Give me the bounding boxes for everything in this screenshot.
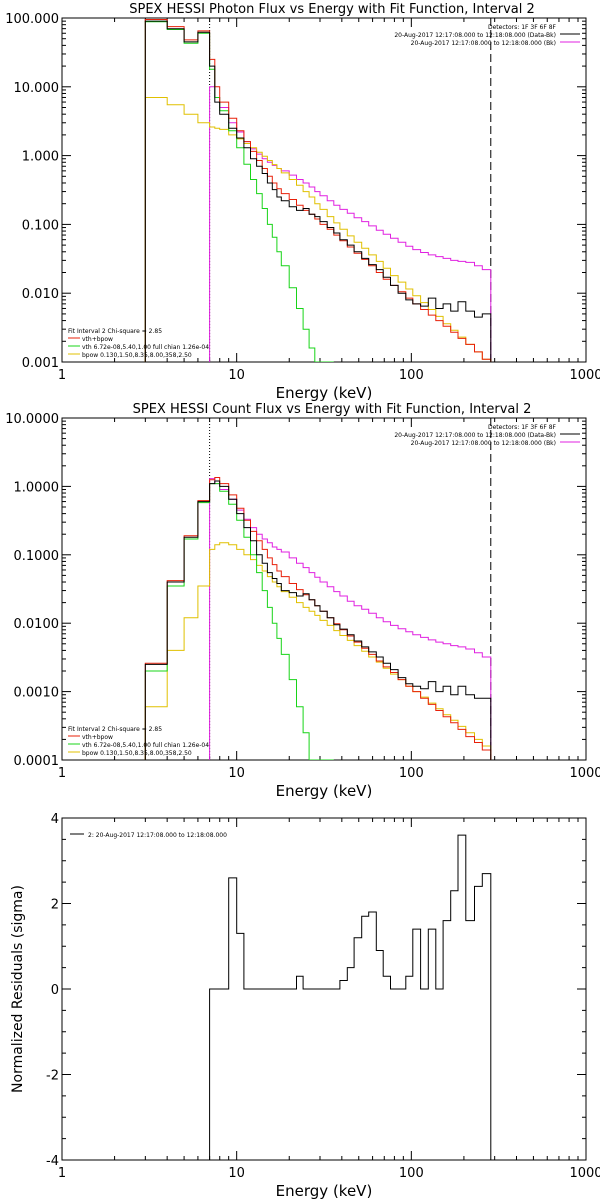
legend-bottom-left-entry: bpow 0.130,1.50,8.35,8.00,358,2.50 — [82, 750, 192, 757]
legend-bottom-left-entry: Fit Interval 2 Chi-square = 2.85 — [68, 726, 162, 733]
y-tick-label: 0.010 — [22, 287, 59, 302]
legend-top-right-entry: 20-Aug-2017 12:17:08.000 to 12:18:08.000… — [411, 440, 556, 447]
y-tick-label: 0.0010 — [14, 686, 60, 701]
x-tick-label: 100 — [399, 1166, 424, 1181]
series-data-bk — [144, 20, 492, 362]
y-tick-label: 0.100 — [22, 218, 59, 233]
legend-top-right-entry: Detectors: 1F 3F 6F 8F — [488, 24, 557, 31]
x-tick-label: 1 — [58, 368, 66, 383]
x-tick-label: 100 — [399, 368, 424, 383]
y-tick-label: 10.000 — [14, 81, 60, 96]
legend-top-right-entry: 20-Aug-2017 12:17:08.000 to 12:18:08.000… — [394, 432, 556, 439]
x-tick-label: 1000 — [569, 368, 600, 383]
y-tick-label: 0.0100 — [14, 617, 60, 632]
x-axis-label: Energy (keV) — [276, 782, 373, 800]
y-tick-label: 100.000 — [5, 12, 59, 27]
y-tick-label: 10.0000 — [5, 412, 59, 427]
series-group — [209, 834, 492, 1160]
series-vth — [144, 21, 334, 362]
series-bpow — [144, 97, 492, 362]
legend-bottom-left-entry: vth+bpow — [82, 336, 113, 343]
y-axis-label: Normalized Residuals (sigma) — [10, 885, 26, 1093]
y-tick-label: 1.000 — [22, 150, 59, 165]
x-tick-label: 10 — [228, 766, 245, 781]
y-tick-label: 2 — [51, 898, 59, 913]
x-tick-label: 1 — [58, 766, 66, 781]
chart-panel-3: 1 10 100 1000 -4 -2 0 2 4 Energy (keV) Normalized … — [10, 812, 600, 1200]
y-tick-label: 0 — [51, 983, 59, 998]
series-group — [144, 477, 492, 760]
legend-bottom-left-entry: vth 6.72e-08,5.40,1.00 full chian 1.26e-… — [82, 742, 209, 749]
chart-title: SPEX HESSI Count Flux vs Energy with Fit… — [133, 402, 532, 417]
chart-panel-2: 1 10 100 1000 0.0001 0.0010 0.0100 0.1000 1.0000… — [5, 402, 600, 800]
legend-top-left-entry: 2: 20-Aug-2017 12:17:08.000 to 12:18:08.… — [88, 832, 227, 839]
x-tick-label: 1000 — [569, 1166, 600, 1181]
legend-bottom-left-entry: vth 6.72e-08,5.40,1.00 full chian 1.26e-… — [82, 344, 209, 351]
plot-frame — [61, 17, 587, 363]
legend-top-right-entry: Detectors: 1F 3F 6F 8F — [488, 424, 557, 431]
series-vth-bpow — [144, 19, 492, 362]
x-tick-label: 1 — [58, 1166, 66, 1181]
legend-top-right-entry: 20-Aug-2017 12:17:08.000 to 12:18:08.000… — [411, 40, 556, 47]
x-tick-label: 1000 — [569, 766, 600, 781]
x-tick-label: 100 — [399, 766, 424, 781]
y-tick-label: 0.001 — [22, 356, 59, 371]
x-tick-label: 10 — [228, 1166, 245, 1181]
y-tick-label: -2 — [46, 1069, 59, 1084]
series-residuals — [209, 834, 492, 1160]
series-bpow — [144, 542, 492, 760]
legend-bottom-left-entry: bpow 0.130,1.50,8.35,8.00,358,2.50 — [82, 352, 192, 359]
series-data-bk — [144, 480, 492, 760]
plot-frame — [61, 417, 587, 761]
chart-title: SPEX HESSI Photon Flux vs Energy with Fi… — [129, 2, 535, 17]
chart-panel-1: 1 10 100 1000 0.001 0.010 0.100 1.000 10.000 100.… — [5, 2, 600, 402]
series-bk — [209, 86, 492, 362]
x-tick-label: 10 — [228, 368, 245, 383]
y-tick-label: 1.0000 — [14, 480, 60, 495]
legend-bottom-left-entry: Fit Interval 2 Chi-square = 2.85 — [68, 328, 162, 335]
legend-bottom-left-entry: vth+bpow — [82, 734, 113, 741]
y-tick-label: -4 — [46, 1154, 59, 1169]
series-vth — [144, 483, 334, 760]
y-tick-label: 4 — [51, 812, 59, 827]
y-tick-label: 0.0001 — [14, 754, 60, 769]
x-axis-label: Energy (keV) — [276, 384, 373, 402]
legend-top-right-entry: 20-Aug-2017 12:17:08.000 to 12:18:08.000… — [394, 32, 556, 39]
series-group — [144, 19, 492, 362]
y-tick-label: 0.1000 — [14, 549, 60, 564]
series-bk — [209, 478, 492, 760]
x-axis-label: Energy (keV) — [276, 1182, 373, 1200]
series-vth-bpow — [144, 477, 492, 760]
